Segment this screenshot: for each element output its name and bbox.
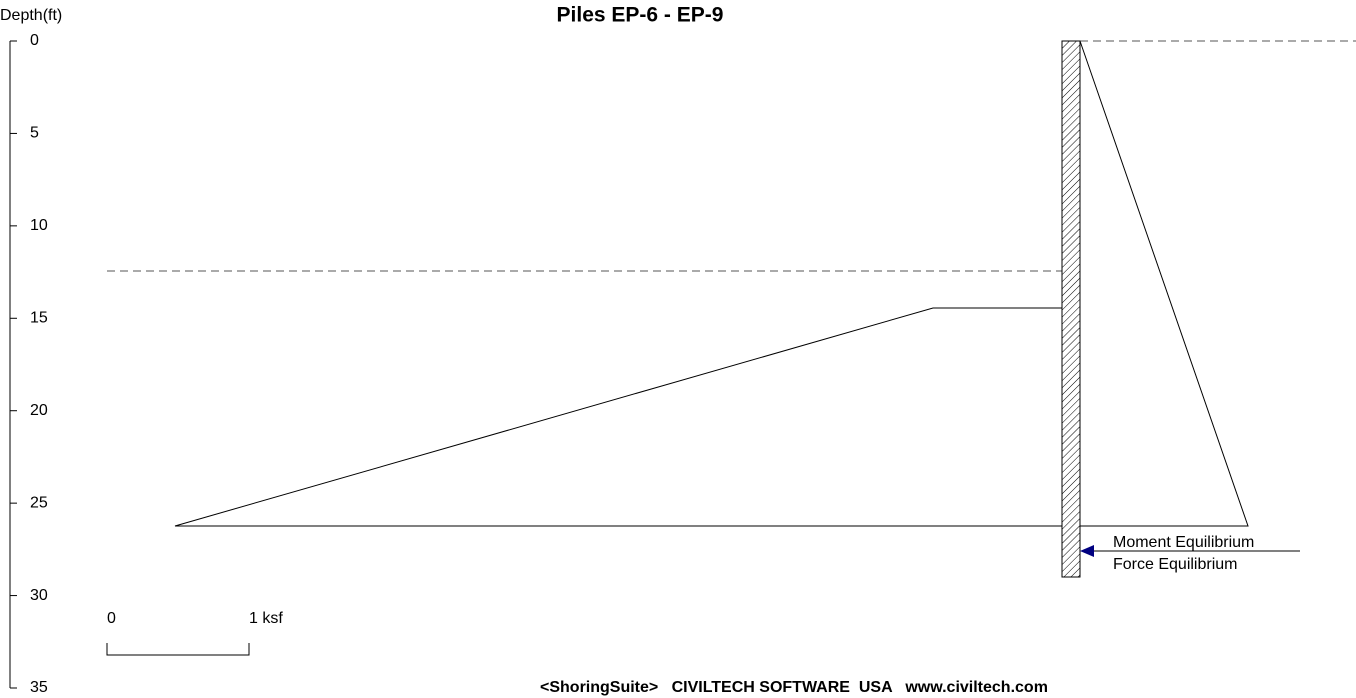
scale-end: 1 ksf	[249, 610, 283, 627]
passive-pressure	[174, 307, 1063, 527]
axis-label: Depth(ft)	[0, 7, 62, 24]
active-pressure	[1079, 40, 1249, 527]
arrow-head	[1080, 545, 1094, 557]
tick-label: 10	[30, 217, 48, 234]
pile	[1061, 40, 1081, 578]
scale-bar	[106, 643, 250, 656]
tick-label: 25	[30, 494, 48, 511]
legend-moment: Moment Equilibrium	[1113, 534, 1254, 551]
tick-label: 30	[30, 587, 48, 604]
tick-label: 20	[30, 402, 48, 419]
legend-force: Force Equilibrium	[1113, 556, 1237, 573]
tick-label: 5	[30, 125, 39, 142]
tick-label: 15	[30, 310, 48, 327]
tick-label: 35	[30, 679, 48, 696]
title: Piles EP-6 - EP-9	[557, 4, 724, 27]
scale-start: 0	[107, 610, 116, 627]
footer: <ShoringSuite> CIVILTECH SOFTWARE USA ww…	[540, 679, 1048, 696]
ticks: 0 5 10 15 20 25 30 35	[10, 32, 48, 696]
tick-label: 0	[30, 32, 39, 49]
